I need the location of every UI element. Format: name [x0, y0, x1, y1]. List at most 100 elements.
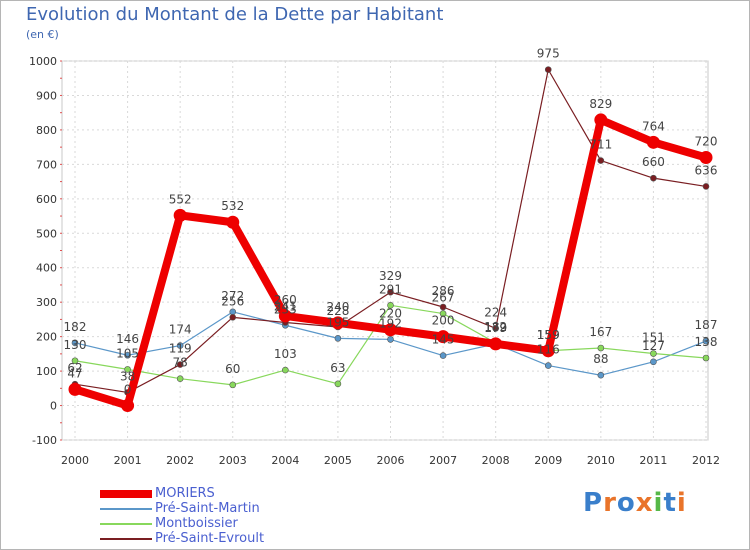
data-point: [650, 350, 657, 357]
data-point: [229, 308, 237, 316]
data-point: [173, 208, 187, 222]
data-label: 182: [484, 320, 507, 334]
logo-letter: o: [616, 488, 636, 518]
data-point: [282, 366, 289, 374]
x-tick-label: 2006: [377, 454, 405, 467]
data-point: [334, 380, 342, 388]
x-tick-label: 2000: [61, 454, 89, 467]
data-point: [650, 174, 657, 182]
data-point: [124, 351, 131, 359]
data-point: [71, 339, 79, 347]
y-tick-label: 0: [50, 400, 57, 413]
data-label: 220: [379, 307, 402, 321]
data-point: [387, 301, 394, 309]
data-point: [384, 323, 397, 337]
y-tick-label: 700: [36, 158, 57, 171]
data-label: 179: [484, 321, 507, 335]
data-label: 192: [379, 316, 402, 330]
logo-letter: P: [583, 488, 604, 518]
x-tick-label: 2002: [166, 454, 194, 467]
y-tick-label: 300: [36, 296, 57, 309]
legend-swatch-montboissier: [100, 523, 152, 525]
data-point: [229, 381, 237, 389]
data-point: [492, 325, 499, 332]
data-point: [229, 314, 237, 321]
data-point: [702, 183, 710, 190]
y-tick-label: 800: [36, 124, 57, 137]
data-point: [597, 344, 605, 352]
data-label: 116: [537, 343, 560, 357]
data-point: [68, 382, 82, 396]
data-point: [121, 399, 135, 413]
data-label: 228: [326, 304, 349, 318]
data-label: 764: [642, 119, 665, 133]
legend-swatch-pre-saint-martin: [100, 508, 152, 510]
data-label: 119: [169, 342, 192, 356]
logo-letter: x: [635, 488, 654, 518]
data-label: 138: [695, 335, 718, 349]
data-label: 159: [537, 328, 560, 342]
y-tick-label: 400: [36, 262, 57, 275]
data-point: [278, 309, 292, 323]
x-tick-label: 2001: [114, 454, 142, 467]
x-tick-label: 2004: [271, 454, 299, 467]
data-point: [597, 371, 605, 379]
data-label: 286: [432, 284, 455, 298]
data-label: 241: [274, 300, 297, 314]
data-label: 167: [589, 325, 612, 339]
data-label: 103: [274, 347, 297, 361]
data-point: [489, 337, 503, 351]
data-point: [702, 337, 710, 345]
data-label: 200: [432, 314, 455, 328]
data-point: [124, 366, 131, 373]
data-point: [439, 352, 447, 359]
plot-area: [61, 60, 709, 441]
data-label: 240: [326, 300, 349, 314]
legend-label-pre-saint-martin: Pré-Saint-Martin: [155, 501, 260, 516]
data-label: 105: [116, 346, 139, 360]
data-label: 829: [589, 97, 612, 111]
x-tick-label: 2003: [219, 454, 247, 467]
data-label: 195: [326, 315, 349, 329]
data-label: 256: [221, 294, 244, 308]
data-label: 47: [67, 366, 82, 380]
data-point: [176, 361, 184, 368]
data-label: 179: [484, 321, 507, 335]
x-tick-label: 2007: [429, 454, 457, 467]
data-point: [436, 330, 450, 344]
data-point: [544, 66, 552, 73]
y-tick-label: 1000: [29, 55, 57, 68]
y-tick-label: -100: [32, 434, 57, 447]
x-tick-label: 2005: [324, 454, 352, 467]
y-tick-label: 100: [36, 365, 57, 378]
x-tick-label: 2010: [587, 454, 615, 467]
data-label: 260: [274, 293, 297, 307]
data-point: [331, 316, 345, 330]
chart-subtitle: (en €): [26, 28, 59, 41]
data-point: [439, 310, 447, 317]
y-tick-label: 200: [36, 331, 57, 344]
data-point: [226, 215, 240, 229]
y-tick-label: 500: [36, 227, 57, 240]
legend-item-montboissier: Montboissier: [100, 516, 360, 531]
logo-letter: r: [603, 488, 617, 518]
data-label: 552: [169, 192, 192, 206]
legend-label-montboissier: Montboissier: [155, 516, 238, 531]
data-label: 329: [379, 269, 402, 283]
x-tick-label: 2008: [482, 454, 510, 467]
data-label: 145: [432, 333, 455, 347]
data-label: 660: [642, 155, 665, 169]
data-label: 151: [642, 331, 665, 345]
x-tick-label: 2011: [639, 454, 667, 467]
legend-item-moriers: MORIERS: [100, 486, 360, 501]
data-label: 272: [221, 289, 244, 303]
data-label: 159: [537, 328, 560, 342]
data-label: 975: [537, 47, 560, 61]
data-point: [439, 303, 447, 311]
data-label: 88: [593, 352, 608, 366]
data-label: 233: [274, 302, 297, 316]
data-point: [334, 335, 342, 342]
data-label: 532: [221, 199, 244, 213]
data-label: 291: [379, 282, 402, 296]
